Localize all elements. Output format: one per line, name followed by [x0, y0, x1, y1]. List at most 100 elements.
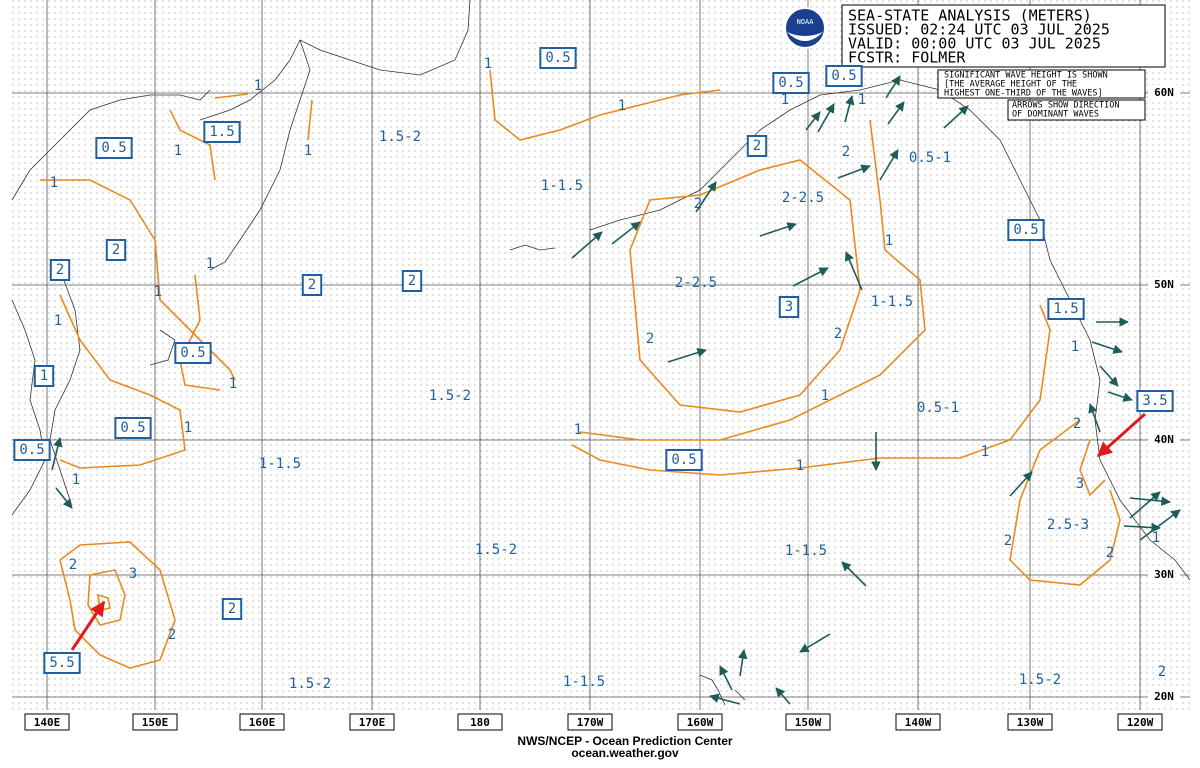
boxed-label: 2: [228, 601, 236, 617]
footer: NWS/NCEP - Ocean Prediction Center: [517, 734, 732, 748]
lon-label-box: [24, 713, 70, 731]
lon-label-box: [457, 713, 503, 731]
wave-arrow: [667, 348, 707, 363]
wave-arrow: [805, 111, 821, 131]
region-label: 1-1.5: [785, 543, 827, 559]
noaa-logo: [784, 7, 826, 49]
boxed-label-frame: [43, 652, 81, 674]
wave-arrow: [799, 633, 831, 653]
wave-arrow: [759, 222, 797, 237]
contour-label: 3: [1076, 476, 1084, 492]
wave-arrow: [1091, 341, 1123, 354]
wave-direction-arrows: [51, 75, 1181, 705]
contour-label: 1: [184, 420, 192, 436]
contour-label: 2: [842, 144, 850, 160]
contour-label: 1: [254, 78, 262, 94]
boxed-label-frame: [401, 270, 423, 292]
noaa-logo-wave: [787, 32, 823, 41]
lon-label-box: [349, 713, 395, 731]
contour-label: 1: [72, 472, 80, 488]
peak-arrow: [70, 600, 106, 651]
wave-arrow: [844, 251, 863, 291]
boxed-label: 5.5: [49, 655, 74, 671]
region-label: 1.5-2: [429, 388, 471, 404]
contour-label: 2: [834, 326, 842, 342]
wave-arrow: [737, 649, 748, 677]
issued: ISSUED: 02:24 UTC 03 JUL 2025: [848, 21, 1110, 39]
boxed-label-frame: [13, 439, 51, 461]
forecaster: FCSTR: FOLMER: [848, 49, 966, 67]
boxed-label: 0.5: [19, 442, 44, 458]
contour-label: 1: [885, 233, 893, 249]
contour-label: 1: [54, 313, 62, 329]
region-label: 1.5-2: [475, 542, 517, 558]
lat-label: 40N: [1154, 433, 1174, 446]
region-label: 1.5-2: [379, 129, 421, 145]
boxed-label-frame: [1007, 219, 1045, 241]
contour-label: 1: [981, 444, 989, 460]
lon-label: 120W: [1127, 716, 1154, 729]
contour-label: 2: [694, 196, 702, 212]
boxed-label-frame: [665, 449, 703, 471]
contour-label: 1: [484, 56, 492, 72]
boxed-label: 3: [785, 299, 793, 315]
wave-arrow: [844, 95, 855, 123]
boxed-label: 0.5: [1013, 222, 1038, 238]
lat-label-box: [1148, 689, 1180, 705]
wave-arrow: [943, 105, 969, 129]
boxed-label: 0.5: [831, 68, 856, 84]
wave-arrow: [841, 561, 867, 587]
wave-arrow: [695, 181, 717, 213]
wave-arrow: [887, 101, 905, 125]
wave-arrow: [1107, 391, 1133, 402]
boxed-label: 2: [308, 277, 316, 293]
boxed-label-frame: [1136, 390, 1174, 412]
contour-label: 1: [1152, 530, 1160, 546]
region-label: 1-1.5: [541, 178, 583, 194]
contour-label: 1: [618, 98, 626, 114]
boxed-label-frame: [825, 65, 863, 87]
region-label: 0.5-1: [909, 150, 951, 166]
wave-arrow: [1123, 522, 1161, 533]
logo-text: NOAA: [797, 18, 815, 26]
wave-arrow: [1129, 496, 1171, 506]
contour-label: 2: [1073, 416, 1081, 432]
boxed-label-frame: [1047, 298, 1085, 320]
boxed-label-frame: [778, 296, 800, 318]
lon-label-box: [132, 713, 178, 731]
note-line: [THE AVERAGE HEIGHT OF THE: [944, 80, 1077, 90]
note-box: [937, 69, 1146, 99]
lon-label-box: [239, 713, 285, 731]
contour-label: 2: [646, 331, 654, 347]
boxed-label: 1: [40, 368, 48, 384]
boxed-label: 0.5: [120, 420, 145, 436]
boxed-label-frame: [203, 121, 241, 143]
lon-label-box: [895, 713, 941, 731]
boxed-label-frame: [174, 342, 212, 364]
lon-label-box: [567, 713, 613, 731]
boxed-label-frame: [33, 365, 55, 387]
lon-label: 160E: [249, 716, 276, 729]
wave-arrow: [709, 693, 741, 705]
boxed-label-frame: [746, 135, 768, 157]
boxed-label: 2: [408, 273, 416, 289]
region-label: 2-2.5: [675, 275, 717, 291]
boxed-label-frame: [301, 274, 323, 296]
boxed-label-frame: [95, 137, 133, 159]
region-label: 1.5-2: [289, 676, 331, 692]
lon-label: 160W: [687, 716, 714, 729]
wave-arrow: [885, 75, 901, 99]
boxed-label-frame: [105, 239, 127, 261]
note-line: ARROWS SHOW DIRECTION: [1012, 101, 1119, 111]
wave-arrow: [719, 665, 733, 691]
wave-arrow: [817, 103, 835, 133]
contours: [40, 69, 1121, 669]
contour-label: 3: [129, 566, 137, 582]
lon-label: 130W: [1017, 716, 1044, 729]
lon-label: 140W: [905, 716, 932, 729]
contour-label: 1: [858, 92, 866, 108]
boxed-label: 2: [112, 242, 120, 258]
wave-arrow: [837, 164, 871, 179]
region-label: 2-2.5: [782, 190, 824, 206]
